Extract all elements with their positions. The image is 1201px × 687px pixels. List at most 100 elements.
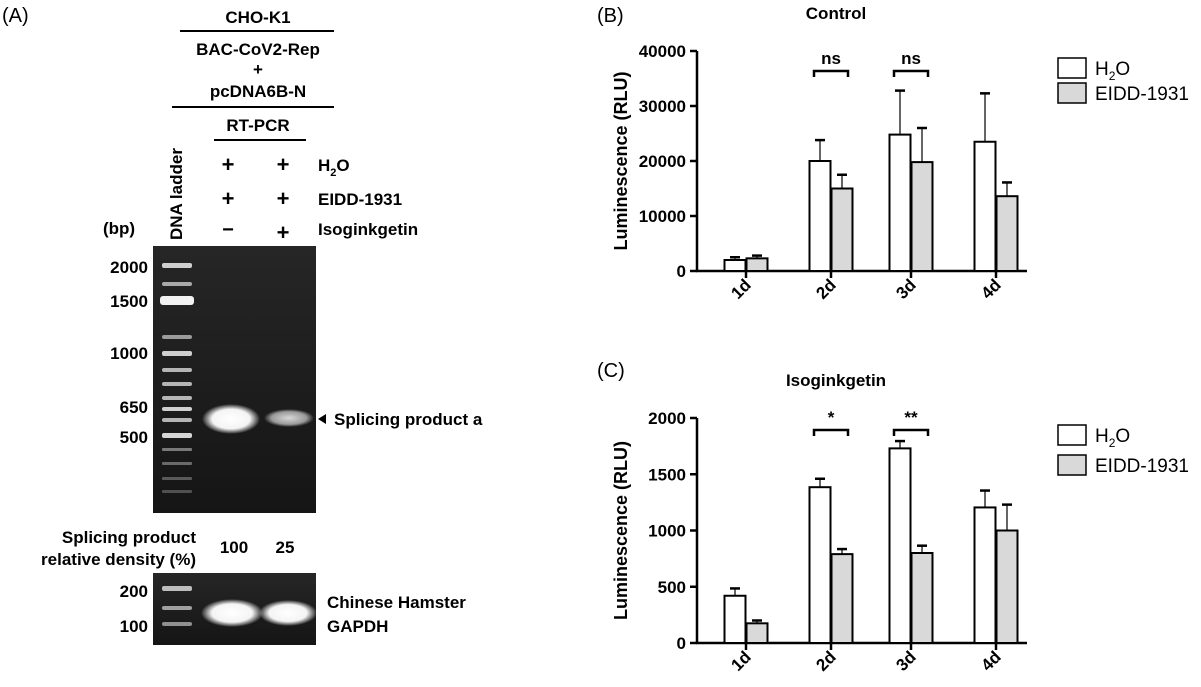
y-tick-label: 2000: [648, 409, 686, 428]
ladder-size-500: 500: [120, 428, 148, 447]
significance-label: ns: [821, 49, 841, 68]
significance-label: *: [828, 408, 835, 427]
gapdh-band-lane2: [259, 600, 317, 626]
chart-title: Control: [806, 4, 866, 23]
legend-label: EIDD-1931: [1095, 456, 1189, 477]
density-value-lane1: 100: [220, 538, 248, 557]
ladder-size-1500: 1500: [110, 292, 148, 311]
y-tick-label: 1500: [648, 465, 686, 484]
panel-label: (B): [597, 5, 624, 27]
bar: [808, 486, 832, 644]
y-tick-label: 0: [677, 262, 686, 281]
significance-label: **: [904, 408, 918, 427]
cond-iso-lane2: +: [277, 220, 290, 245]
chart-title: Isoginkgetin: [786, 371, 886, 390]
bar: [973, 506, 997, 644]
chart-control: (B) Control Luminescence (RLU) 0 10000 20000 3…: [597, 4, 1189, 303]
bar: [830, 187, 854, 272]
lower-ladder-band-1: [162, 586, 192, 591]
lower-ladder-band-2: [162, 606, 192, 610]
legend-label: H2O: [1095, 426, 1130, 450]
significance-bracket: [812, 428, 850, 436]
band-lane1: [202, 404, 260, 434]
significance-bracket: [892, 69, 930, 77]
header-cell-line: CHO-K1: [225, 8, 290, 27]
legend-swatch: [1057, 57, 1087, 79]
lower-label-2: GAPDH: [327, 617, 388, 636]
bar: [995, 195, 1019, 272]
x-tick-label: 2d: [812, 647, 839, 674]
bar: [973, 140, 997, 272]
significance-label: ns: [901, 49, 921, 68]
cond-h2o-lane1: +: [222, 152, 235, 177]
bar: [745, 622, 769, 644]
x-tick-label: 4d: [977, 647, 1004, 674]
y-tick-label: 20000: [639, 152, 686, 171]
bar: [910, 552, 934, 644]
x-tick-label: 1d: [727, 647, 754, 674]
bp-label: (bp): [103, 219, 135, 238]
bar: [910, 161, 934, 273]
y-axis-label: Luminescence (RLU): [611, 441, 631, 620]
ladder-size-2000: 2000: [110, 258, 148, 277]
panel-label: (C): [597, 360, 625, 382]
bar: [723, 259, 747, 272]
ladder-size-650: 650: [120, 398, 148, 417]
significance-bracket: [812, 69, 850, 77]
gapdh-band-lane1: [201, 599, 263, 627]
y-tick-label: 10000: [639, 207, 686, 226]
panel-a: (A) CHO-K1 BAC-CoV2-Rep + pcDNA6B-N RT-P…: [2, 5, 483, 645]
cond-eidd-name: EIDD-1931: [318, 190, 402, 209]
lower-ladder-band-3: [162, 622, 192, 626]
band-lane2: [264, 409, 314, 427]
y-tick-label: 1000: [648, 522, 686, 541]
density-value-lane2: 25: [276, 538, 295, 557]
bar: [808, 160, 832, 272]
lower-ladder-size-100: 100: [120, 617, 148, 636]
bar: [723, 594, 747, 644]
x-tick-label: 4d: [977, 275, 1004, 302]
cond-eidd-lane2: +: [277, 186, 290, 211]
legend-swatch: [1057, 424, 1087, 446]
cond-iso-lane1: −: [222, 219, 234, 241]
y-tick-label: 500: [658, 578, 686, 597]
density-label-1: Splicing product: [62, 528, 196, 547]
density-label-2: relative density (%): [41, 550, 196, 569]
ladder-bands: [160, 263, 194, 493]
header-construct-1: BAC-CoV2-Rep: [196, 40, 320, 59]
y-tick-label: 40000: [639, 42, 686, 61]
panel-a-label: (A): [2, 5, 29, 27]
cond-h2o-lane2: +: [277, 152, 290, 177]
header-construct-2: pcDNA6B-N: [210, 82, 306, 101]
band-label: Splicing product a: [334, 410, 483, 429]
upper-gel: [153, 246, 316, 513]
legend-swatch: [1057, 454, 1087, 476]
bar: [830, 553, 854, 644]
band-arrow-icon: [318, 414, 326, 424]
legend-swatch: [1057, 82, 1087, 104]
cond-iso-name: Isoginkgetin: [318, 220, 418, 239]
x-tick-label: 3d: [892, 275, 919, 302]
dna-ladder-label: DNA ladder: [167, 148, 186, 240]
cond-h2o-name: H2O: [318, 156, 350, 179]
lower-label-1: Chinese Hamster: [327, 593, 466, 612]
x-tick-label: 1d: [727, 275, 754, 302]
bar: [995, 529, 1019, 644]
chart-isoginkgetin: (C) Isoginkgetin Luminescence (RLU) 0 500 100…: [597, 360, 1189, 675]
y-axis-label: Luminescence (RLU): [611, 71, 631, 250]
legend-label: EIDD-1931: [1095, 84, 1189, 105]
x-tick-label: 2d: [812, 275, 839, 302]
ladder-size-1000: 1000: [110, 344, 148, 363]
y-tick-label: 30000: [639, 97, 686, 116]
y-tick-label: 0: [677, 634, 686, 653]
bar: [745, 257, 769, 273]
header-plus: +: [253, 60, 263, 79]
bar: [888, 133, 912, 272]
bar: [888, 447, 912, 644]
legend-label: H2O: [1095, 59, 1130, 83]
x-tick-label: 3d: [892, 647, 919, 674]
header-assay: RT-PCR: [226, 116, 289, 135]
cond-eidd-lane1: +: [222, 186, 235, 211]
lower-ladder-size-200: 200: [120, 582, 148, 601]
